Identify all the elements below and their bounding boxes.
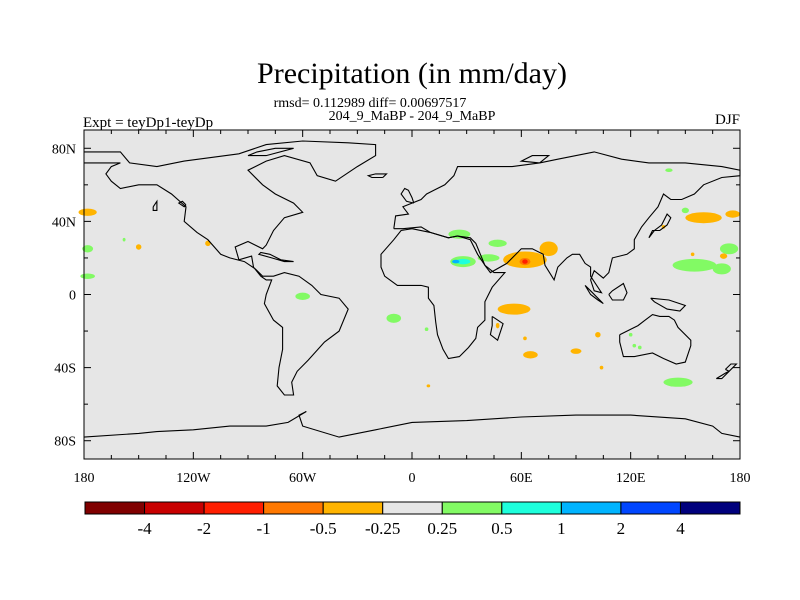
x-tick-label: 120W bbox=[176, 471, 211, 486]
colorbar-label: 4 bbox=[676, 519, 685, 538]
anomaly-patch bbox=[725, 210, 740, 218]
coastlines bbox=[83, 140, 741, 438]
coastline bbox=[716, 370, 730, 380]
anomaly-patch bbox=[672, 258, 717, 272]
colorbar-label: -2 bbox=[197, 519, 211, 538]
colorbar-label: -0.5 bbox=[310, 519, 337, 538]
anomaly-patch bbox=[681, 207, 689, 214]
anomaly-patch bbox=[295, 292, 310, 300]
colorbar-label: 2 bbox=[617, 519, 626, 538]
y-tick-label: 40S bbox=[54, 362, 76, 377]
anomaly-patch bbox=[663, 377, 693, 387]
y-tick-label: 40N bbox=[52, 215, 76, 230]
anomaly-patch bbox=[386, 313, 402, 323]
coastline bbox=[619, 314, 692, 365]
anomaly-patch bbox=[82, 245, 94, 253]
anomaly-patch bbox=[539, 241, 558, 257]
anomaly-patch bbox=[595, 331, 601, 338]
x-tick-label: 120E bbox=[616, 471, 646, 486]
coastline bbox=[366, 173, 388, 179]
anomaly-patch bbox=[497, 303, 531, 315]
anomaly-patch bbox=[122, 237, 126, 242]
anomaly-patch bbox=[488, 239, 507, 247]
anomaly-patch bbox=[637, 345, 642, 350]
colorbar-label: 1 bbox=[557, 519, 566, 538]
colorbar-box bbox=[322, 501, 384, 515]
anomaly-patches bbox=[78, 168, 740, 388]
coastline bbox=[648, 213, 672, 239]
colorbar-box bbox=[620, 501, 681, 515]
colorbar-box bbox=[144, 501, 205, 515]
y-tick-label: 0 bbox=[69, 289, 76, 304]
anomaly-patch bbox=[522, 259, 528, 264]
anomaly-patch bbox=[685, 212, 722, 224]
anomaly-patch bbox=[135, 244, 142, 250]
coastline bbox=[380, 228, 507, 360]
coastline bbox=[489, 315, 504, 342]
coastline bbox=[257, 251, 294, 263]
anomaly-patch bbox=[632, 343, 637, 348]
anomaly-patch bbox=[426, 384, 431, 388]
anomaly-patch bbox=[523, 351, 538, 359]
anomaly-patch bbox=[599, 365, 604, 370]
anomaly-patch bbox=[78, 208, 97, 216]
anomaly-patch bbox=[690, 252, 695, 257]
colorbar-box bbox=[501, 501, 562, 515]
coastline bbox=[584, 285, 604, 305]
y-tick-label: 80S bbox=[54, 435, 76, 450]
chart-title: Precipitation (in mm/day) bbox=[257, 57, 567, 90]
coastline bbox=[650, 297, 687, 312]
x-tick-label: 180 bbox=[730, 471, 751, 486]
anomaly-patch bbox=[495, 322, 500, 329]
x-tick-label: 60E bbox=[510, 471, 533, 486]
coastline bbox=[608, 282, 628, 301]
colorbar-box bbox=[382, 501, 443, 515]
coastline bbox=[152, 199, 158, 211]
anomaly-patch bbox=[424, 327, 429, 332]
colorbar-label: -4 bbox=[137, 519, 152, 538]
colorbar-box bbox=[263, 501, 324, 515]
anomaly-patch bbox=[455, 258, 471, 265]
experiment-label: Expt = teyDp1-teyDp bbox=[83, 115, 213, 131]
coastline bbox=[247, 147, 294, 157]
x-tick-label: 180 bbox=[74, 471, 95, 486]
coastline bbox=[400, 187, 415, 204]
colorbar: -4 -2 -1 -0.5 -0.25 0.25 0.5 1 2 4 bbox=[84, 501, 741, 538]
colorbar-box bbox=[679, 501, 741, 515]
anomaly-patch bbox=[665, 168, 673, 173]
y-tick-label: 80N bbox=[52, 142, 76, 157]
coastline bbox=[83, 411, 741, 438]
season-label: DJF bbox=[715, 112, 740, 128]
x-tick-label: 60W bbox=[289, 471, 317, 486]
anomaly-patch bbox=[452, 259, 460, 264]
colorbar-box bbox=[203, 501, 265, 515]
colorbar-label: -1 bbox=[257, 519, 271, 538]
colorbar-box bbox=[560, 501, 622, 515]
anomaly-patch bbox=[628, 332, 633, 337]
anomaly-patch bbox=[719, 253, 728, 259]
map-panel: 180 120W 60W 0 60E 120E 180 80N 40N 0 40S 80S bbox=[52, 129, 751, 486]
colorbar-box bbox=[441, 501, 503, 515]
anomaly-patch bbox=[80, 273, 95, 279]
map-background bbox=[84, 130, 740, 459]
anomaly-patch bbox=[719, 243, 739, 255]
coastline bbox=[177, 200, 187, 208]
colorbar-label: -0.25 bbox=[365, 519, 400, 538]
anomaly-patch bbox=[523, 336, 527, 341]
anomaly-patch bbox=[712, 263, 731, 275]
coastline bbox=[84, 140, 377, 396]
coastline bbox=[393, 151, 741, 294]
anomaly-patch bbox=[570, 348, 582, 354]
colorbar-label: 0.5 bbox=[491, 519, 512, 538]
coastline bbox=[725, 363, 738, 372]
y-axis-ticks: 80N 40N 0 40S 80S bbox=[52, 142, 740, 450]
coastline bbox=[519, 155, 551, 164]
colorbar-label: 0.25 bbox=[427, 519, 457, 538]
stats-line: rmsd= 0.112989 diff= 0.00697517 bbox=[274, 96, 467, 111]
x-tick-label: 0 bbox=[409, 471, 416, 486]
chart-subtitle: 204_9_MaBP - 204_9_MaBP bbox=[329, 109, 496, 124]
colorbar-box bbox=[84, 501, 146, 515]
x-axis-ticks: 180 120W 60W 0 60E 120E 180 bbox=[74, 130, 751, 486]
